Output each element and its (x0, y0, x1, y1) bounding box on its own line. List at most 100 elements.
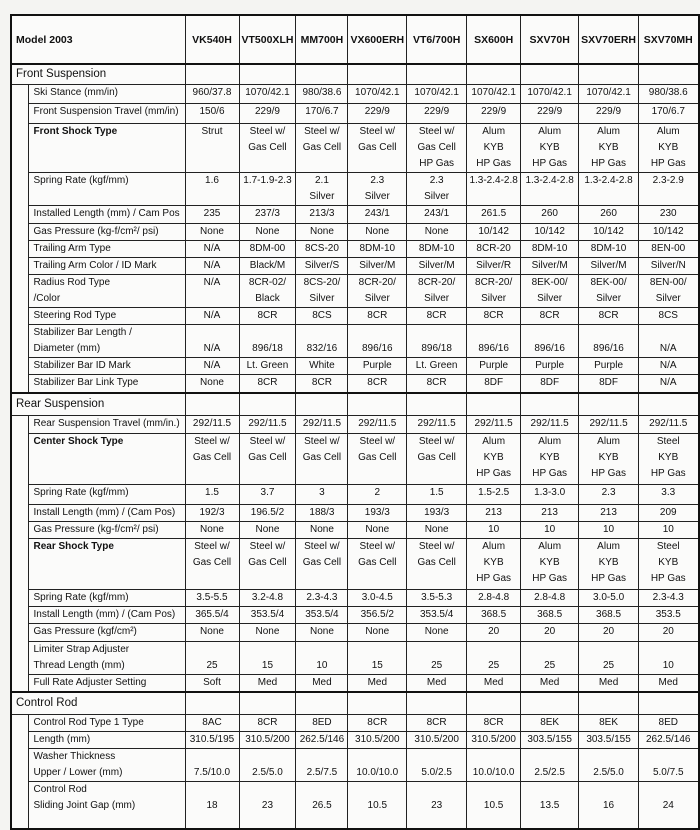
value-cell: 10 (520, 520, 580, 539)
value-cell: Silver/S (295, 256, 349, 275)
table-row: Center Shock Type Steel w/ Gas Cell Steel … (11, 432, 699, 485)
value-cell: 8EK (520, 713, 580, 732)
empty-cell (466, 691, 522, 715)
value-cell: 25 (184, 640, 240, 675)
value-cell: 896/16 (520, 323, 580, 358)
value-cell: 2.8-4.8 (520, 588, 580, 607)
value-cell: 25 (466, 640, 522, 675)
value-cell: Med (638, 673, 699, 693)
value-cell: 3.5-5.3 (406, 588, 468, 607)
value-cell: 8CR (238, 373, 297, 394)
value-cell: Steel w/ Gas Cell (238, 537, 297, 590)
section-title: Rear Suspension (10, 392, 186, 416)
value-cell: 5.0/2.5 (406, 747, 468, 782)
header-row: Model 2003 VK540H VT500XLH MM700H VX600ERH VT… (10, 14, 699, 65)
value-cell: Silver/M (578, 256, 639, 275)
table-row: Install Length (mm) / (Cam Pos) 192/3 196.… (11, 503, 699, 522)
value-cell: 8CS-20/ Silver (295, 273, 349, 308)
value-cell: N/A (184, 273, 240, 308)
table-row: Installed Length (mm) / Cam Pos 235 237/3 2… (11, 204, 699, 224)
value-cell: 2.3 Silver (406, 171, 468, 206)
value-cell: 8DF (520, 373, 580, 394)
value-cell: 896/16 (347, 323, 408, 358)
row-label: Spring Rate (kgf/mm) (27, 171, 186, 206)
value-cell: 2.5/2.5 (520, 747, 580, 782)
value-cell: 25 (578, 640, 639, 675)
empty-cell (347, 63, 408, 85)
value-cell: Alum KYB HP Gas (578, 537, 639, 590)
value-cell: 209 (638, 503, 699, 522)
model-header: VX600ERH (347, 14, 408, 65)
value-cell: Silver/M (406, 256, 468, 275)
value-cell: 2.3 (578, 483, 639, 505)
value-cell: 8CR (238, 713, 297, 732)
table-row: Front Suspension Travel (mm/in) 150/6 229/… (11, 102, 699, 124)
value-cell: 832/16 (295, 323, 349, 358)
row-label: Trailing Arm Type (27, 239, 186, 258)
empty-cell (347, 691, 408, 715)
model-header: SXV70ERH (578, 14, 639, 65)
value-cell: 8ED (638, 713, 699, 732)
value-cell: N/A (184, 356, 240, 375)
value-cell: 8CS-20 (295, 239, 349, 258)
value-cell: 10/142 (520, 222, 580, 241)
row-label: Full Rate Adjuster Setting (27, 673, 186, 693)
value-cell: 5.0/7.5 (638, 747, 699, 782)
row-label: Limiter Strap Adjuster Thread Length (mm… (27, 640, 186, 675)
value-cell: 261.5 (466, 204, 522, 224)
value-cell: N/A (638, 373, 699, 394)
empty-cell (238, 392, 297, 416)
row-label: Rear Suspension Travel (mm/in.) (27, 414, 186, 434)
value-cell: 292/11.5 (238, 414, 297, 434)
value-cell: N/A (184, 256, 240, 275)
value-cell: 1.3-2.4-2.8 (466, 171, 522, 206)
table-row: Rear Suspension Travel (mm/in.) 292/11.5 2… (10, 414, 699, 692)
value-cell: Alum KYB HP Gas (466, 122, 522, 173)
empty-cell (638, 691, 699, 715)
value-cell: 3.7 (238, 483, 297, 505)
value-cell: 10.5 (466, 780, 522, 830)
value-cell: Steel w/ Gas Cell (406, 432, 468, 485)
value-cell: 1.3-2.4-2.8 (520, 171, 580, 206)
empty-cell (638, 392, 699, 416)
row-label: Control Rod Type 1 Type (27, 713, 186, 732)
value-cell: 229/9 (578, 102, 639, 124)
value-cell: 8CR-02/ Black (238, 273, 297, 308)
empty-cell (638, 63, 699, 85)
row-label: Stabilizer Bar Length / Diameter (mm) (27, 323, 186, 358)
section-header-row: Rear Suspension (10, 392, 699, 416)
row-label: Rear Shock Type (27, 537, 186, 590)
table-row: Washer Thickness Upper / Lower (mm) 7.5/1… (11, 747, 699, 782)
value-cell: 2.5/7.5 (295, 747, 349, 782)
value-cell: 310.5/195 (184, 730, 240, 749)
value-cell: 2.3-4.3 (295, 588, 349, 607)
value-cell: None (238, 222, 297, 241)
section-title: Control Rod (10, 691, 186, 715)
table-row: Gas Pressure (kg-f/cm²/ psi) None None None… (11, 222, 699, 241)
value-cell: 10/142 (466, 222, 522, 241)
value-cell: 188/3 (295, 503, 349, 522)
value-cell: 25 (406, 640, 468, 675)
value-cell: 10 (466, 520, 522, 539)
model-year-label: Model 2003 (10, 14, 186, 65)
empty-cell (184, 691, 240, 715)
value-cell: 353.5/4 (238, 605, 297, 624)
value-cell: 237/3 (238, 204, 297, 224)
value-cell: Alum KYB HP Gas (520, 432, 580, 485)
row-label: Install Length (mm) / (Cam Pos) (27, 503, 186, 522)
value-cell: 262.5/146 (638, 730, 699, 749)
value-cell: Strut (184, 122, 240, 173)
value-cell: Alum KYB HP Gas (466, 432, 522, 485)
value-cell: Med (520, 673, 580, 693)
value-cell: N/A (184, 239, 240, 258)
empty-cell (295, 63, 349, 85)
value-cell: Alum KYB HP Gas (466, 537, 522, 590)
value-cell: 8CR (347, 306, 408, 325)
value-cell: None (184, 373, 240, 394)
value-cell: 8CR (406, 713, 468, 732)
section-title: Front Suspension (10, 63, 186, 85)
value-cell: 8CR-20/ Silver (406, 273, 468, 308)
value-cell: 896/18 (238, 323, 297, 358)
value-cell: 1.5-2.5 (466, 483, 522, 505)
value-cell: None (406, 222, 468, 241)
